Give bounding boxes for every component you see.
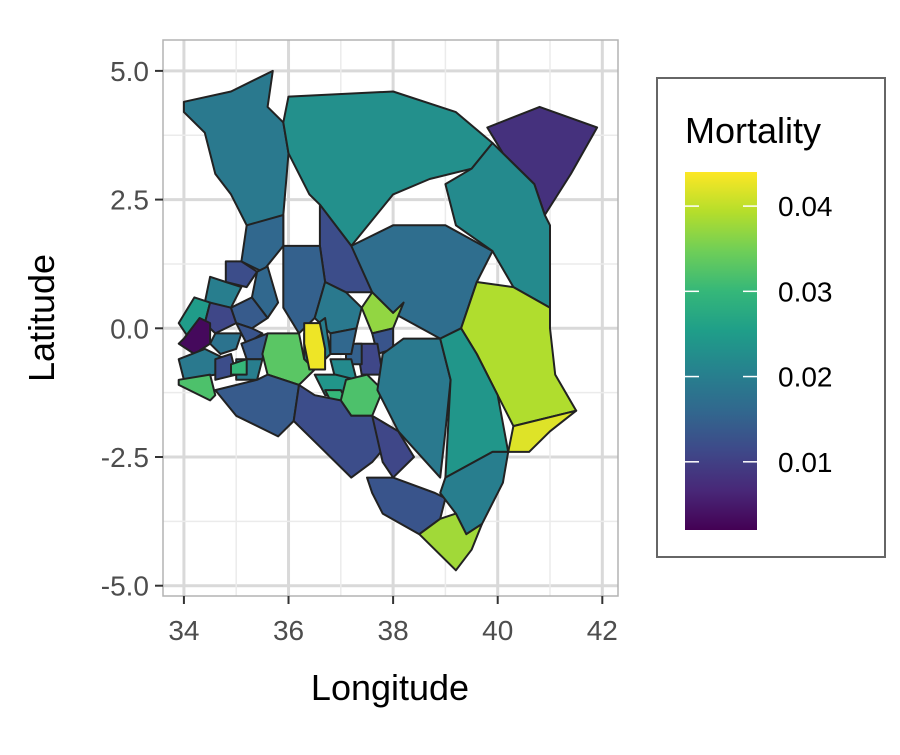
y-axis-ticks: 5.0 2.5 0.0 -2.5 -5.0 bbox=[101, 56, 163, 602]
region-lamu bbox=[507, 409, 578, 453]
x-axis-title: Longitude bbox=[311, 667, 469, 708]
legend-colorbar bbox=[685, 172, 757, 530]
y-tick-label: -5.0 bbox=[101, 571, 149, 602]
map-regions bbox=[177, 69, 599, 572]
region-kakamega bbox=[203, 301, 238, 335]
y-axis-title: Latitude bbox=[21, 254, 62, 382]
legend-tick-label: 0.02 bbox=[778, 362, 833, 393]
region-bungoma bbox=[203, 275, 243, 309]
legend-ticks: 0.01 0.02 0.03 0.04 bbox=[685, 191, 833, 478]
x-tick-label: 42 bbox=[587, 615, 618, 646]
region-nyamira bbox=[230, 358, 248, 376]
panel-border bbox=[162, 39, 619, 597]
y-tick-label: 2.5 bbox=[110, 185, 149, 216]
region-marsabit bbox=[282, 90, 494, 247]
y-tick-label: 0.0 bbox=[110, 313, 149, 344]
region-nakuru bbox=[261, 332, 316, 386]
region-west-pokot bbox=[240, 214, 285, 273]
x-tick-label: 36 bbox=[273, 615, 304, 646]
x-tick-label: 38 bbox=[378, 615, 409, 646]
region-migori bbox=[177, 373, 217, 402]
y-tick-label: -2.5 bbox=[101, 442, 149, 473]
x-axis-ticks: 34 36 38 40 42 bbox=[168, 596, 618, 646]
region-baringo-corridor bbox=[303, 322, 327, 371]
legend-tick-label: 0.01 bbox=[778, 447, 833, 478]
x-tick-label: 34 bbox=[168, 615, 199, 646]
region-trans-nzoia bbox=[224, 260, 259, 289]
legend-tick-label: 0.04 bbox=[778, 191, 833, 222]
region-kwale bbox=[418, 512, 483, 572]
region-makueni bbox=[371, 414, 415, 479]
region-nyeri bbox=[329, 327, 358, 355]
region-uasin-gishu bbox=[230, 296, 269, 330]
legend-tick-label: 0.03 bbox=[778, 276, 833, 307]
y-tick-label: 5.0 bbox=[110, 56, 149, 87]
legend-title: Mortality bbox=[685, 110, 821, 151]
legend: Mortality 0.01 0.02 0.03 0.04 bbox=[656, 77, 886, 558]
region-kisumu bbox=[209, 332, 243, 355]
region-kitui bbox=[376, 337, 452, 479]
x-tick-label: 40 bbox=[482, 615, 513, 646]
